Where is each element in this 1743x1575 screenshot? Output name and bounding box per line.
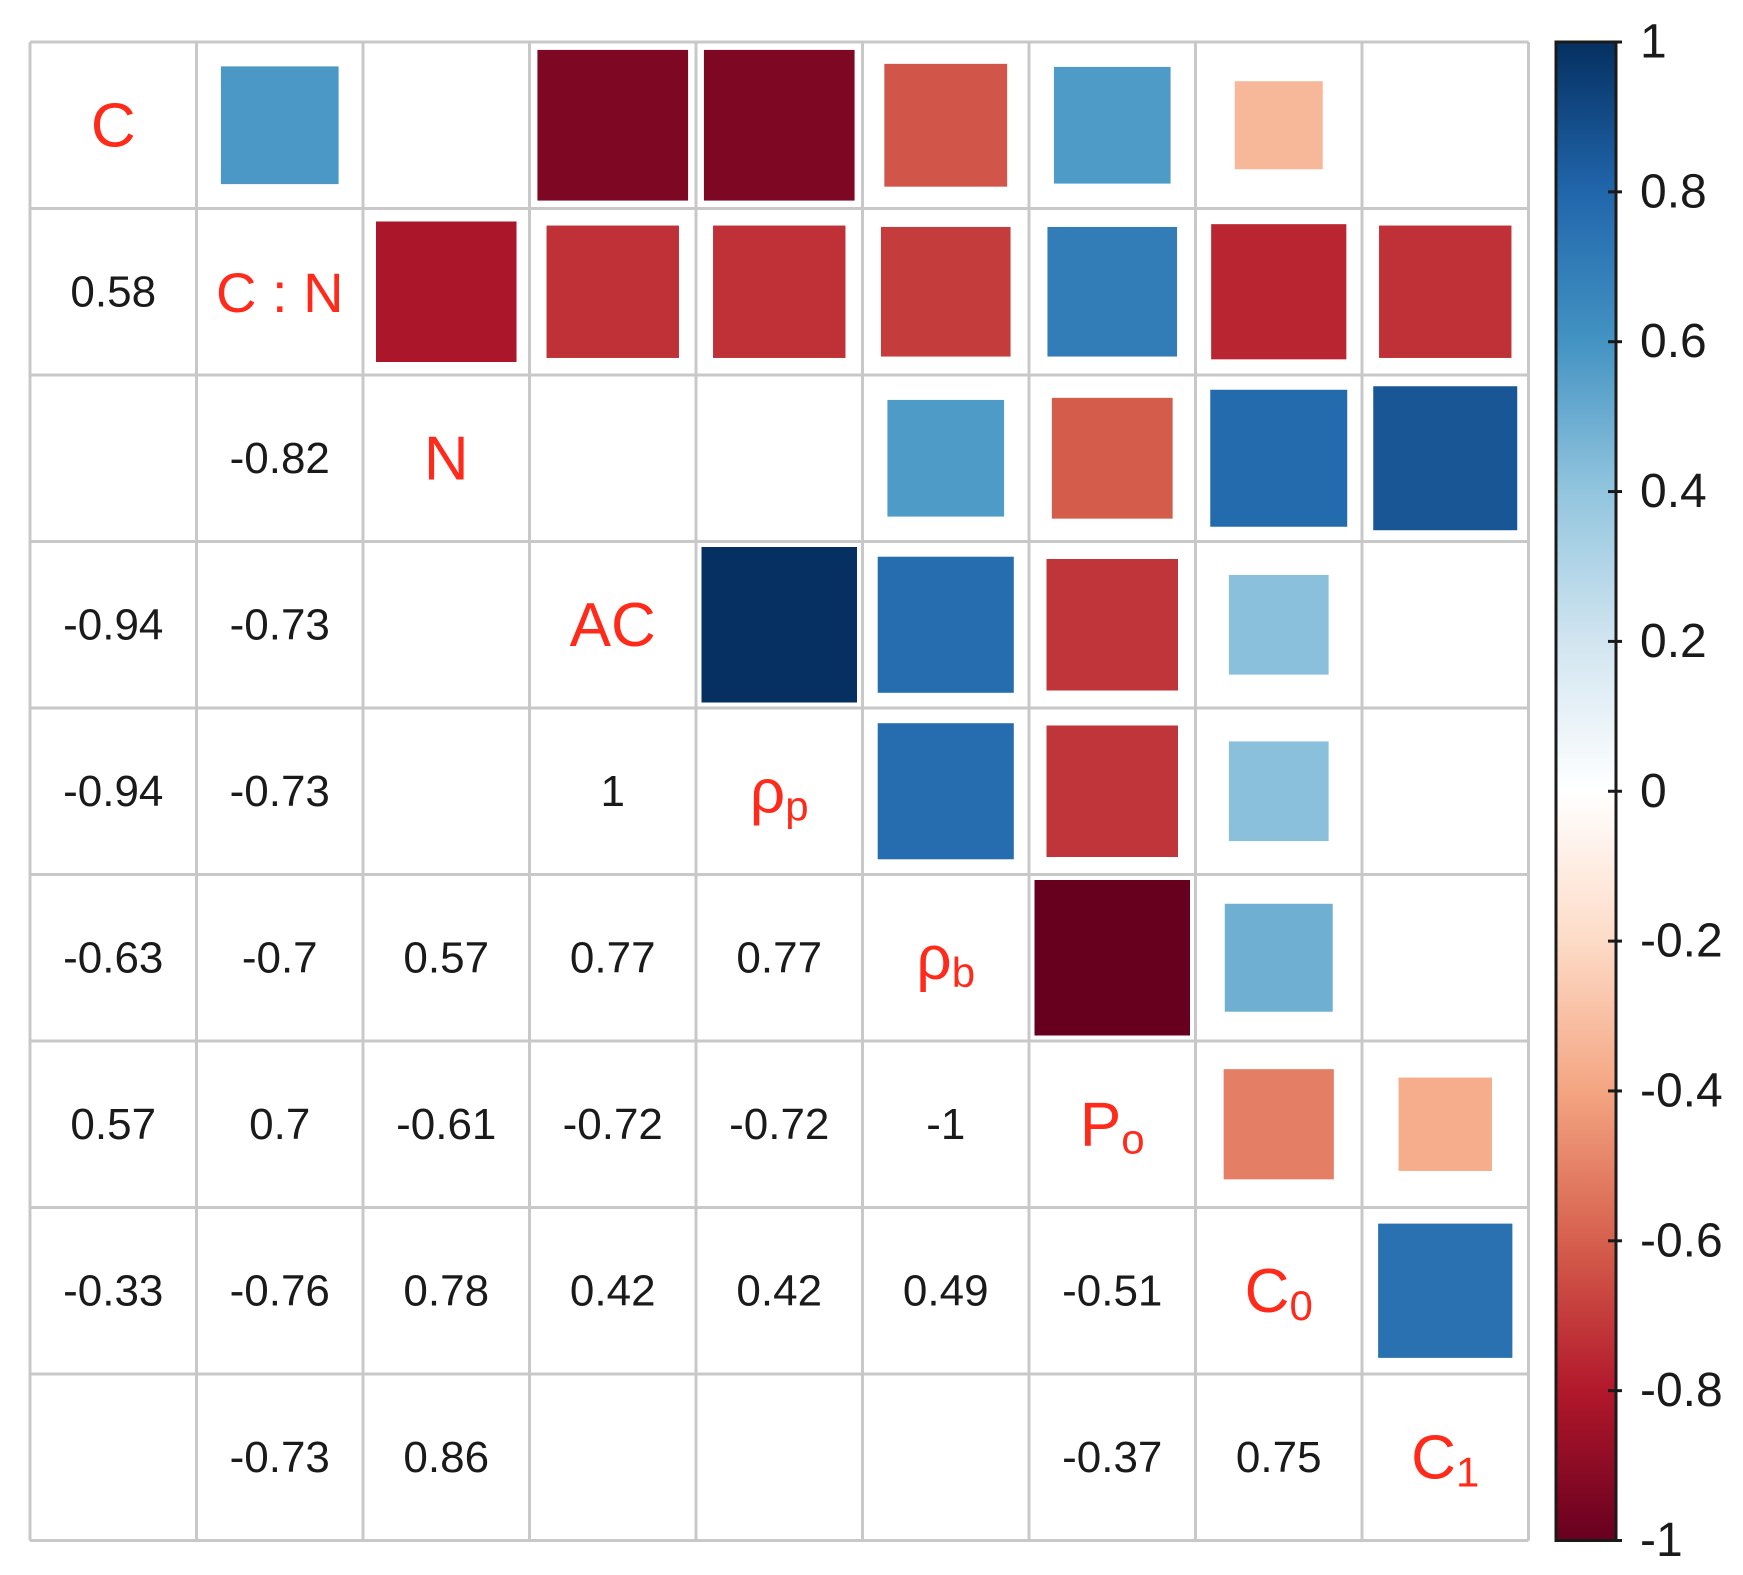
variable-label: C1 [1411, 1423, 1479, 1495]
correlation-value: 0.57 [70, 1100, 156, 1149]
variable-label: C : N [216, 260, 344, 323]
colorbar-tick-label: 0.4 [1640, 465, 1707, 518]
variable-label: ρb [916, 923, 975, 995]
correlation-square [1225, 738, 1332, 845]
colorbar-tick-label: -0.4 [1640, 1064, 1723, 1117]
correlation-square [1395, 1074, 1495, 1174]
correlation-square [1044, 223, 1181, 360]
correlation-value: -0.63 [63, 933, 163, 982]
variable-label-main: C [91, 91, 136, 160]
correlation-value: -0.76 [230, 1266, 330, 1315]
correlation-square [877, 223, 1014, 360]
variable-label-main: C [1245, 1256, 1290, 1325]
correlation-square [1231, 78, 1326, 173]
correlation-square [1221, 900, 1336, 1015]
variable-label-subscript: 0 [1289, 1281, 1312, 1328]
colorbar-tick-label: -0.8 [1640, 1364, 1723, 1417]
correlation-value: -0.94 [63, 767, 163, 816]
variable-label-main: C : N [216, 260, 344, 323]
correlation-square [1208, 221, 1350, 363]
variable-label: Po [1080, 1090, 1145, 1162]
correlation-value: 0.57 [403, 933, 489, 982]
colorbar: 1 0.8 0.6 0.4 0.2 0 -0.2 -0.4 -0.6 -0.8 -1 [1554, 16, 1723, 1567]
correlation-value: 0.42 [736, 1266, 822, 1315]
variable-label-subscript: p [785, 782, 808, 829]
correlation-value: 1 [601, 767, 625, 816]
correlation-square [874, 720, 1017, 863]
correlation-square [372, 218, 520, 366]
correlation-square [710, 222, 849, 361]
correlation-value: 0.49 [903, 1266, 989, 1315]
correlation-square [1376, 222, 1515, 361]
colorbar-tick-label: 0.6 [1640, 315, 1707, 368]
correlation-square [534, 46, 692, 204]
variable-label: C [91, 91, 136, 160]
correlation-square [217, 63, 342, 188]
matrix-cells: C 0.58 C : N -0.82 N -0.94 -0.73 AC -0.94 -0.73 1 ρ… [63, 46, 1521, 1495]
correlation-value: -1 [926, 1100, 965, 1149]
correlation-value: 0.77 [736, 933, 822, 982]
correlation-square [543, 222, 682, 361]
variable-label: AC [570, 590, 656, 659]
variable-label-main: P [1080, 1090, 1121, 1159]
correlation-value: -0.73 [230, 767, 330, 816]
correlation-square [1048, 394, 1176, 522]
correlation-value: -0.61 [396, 1100, 496, 1149]
colorbar-tick-label: -0.2 [1640, 915, 1723, 968]
variable-label-main: ρ [750, 757, 785, 826]
colorbar-tick-label: 0 [1640, 765, 1667, 818]
correlation-square [1207, 386, 1351, 530]
correlation-value: 0.86 [403, 1433, 489, 1482]
correlation-value: -0.73 [230, 1433, 330, 1482]
variable-label-main: ρ [916, 923, 951, 992]
correlation-square [1375, 1220, 1516, 1361]
correlation-value: -0.33 [63, 1266, 163, 1315]
correlation-square [874, 553, 1017, 696]
variable-label: C0 [1245, 1256, 1313, 1328]
correlation-square [700, 46, 858, 204]
correlation-square [1225, 571, 1332, 678]
colorbar-gradient-bar [1554, 40, 1618, 1542]
correlation-value: 0.58 [70, 267, 156, 316]
correlation-value: 0.75 [1236, 1433, 1322, 1482]
correlation-square [1220, 1066, 1337, 1183]
correlation-square [881, 60, 1011, 190]
correlation-square [1050, 63, 1174, 187]
correlation-value: -0.72 [729, 1100, 829, 1149]
matrix-grid [28, 40, 1530, 1542]
correlation-value: -0.37 [1062, 1433, 1162, 1482]
correlation-value: -0.73 [230, 600, 330, 649]
correlation-square [1031, 877, 1193, 1039]
variable-label-main: N [424, 424, 469, 493]
correlation-value: 0.77 [570, 933, 656, 982]
variable-label: ρp [750, 757, 809, 829]
correlation-square [1043, 722, 1181, 860]
correlation-square [884, 396, 1008, 520]
correlation-value: -0.82 [230, 434, 330, 483]
correlation-square [1370, 383, 1521, 534]
correlation-square [698, 544, 860, 706]
correlation-value: 0.78 [403, 1266, 489, 1315]
colorbar-tick-label: 0.2 [1640, 615, 1707, 668]
colorbar-tick-label: -1 [1640, 1514, 1683, 1567]
correlation-square [1043, 556, 1181, 694]
colorbar-tick-label: 0.8 [1640, 165, 1707, 218]
variable-label-subscript: o [1121, 1115, 1144, 1162]
variable-label-main: AC [570, 590, 656, 659]
correlation-value: 0.42 [570, 1266, 656, 1315]
variable-label-subscript: b [952, 948, 975, 995]
correlation-value: -0.7 [242, 933, 318, 982]
correlation-value: -0.94 [63, 600, 163, 649]
variable-label-main: C [1411, 1423, 1456, 1492]
correlation-value: -0.51 [1062, 1266, 1162, 1315]
colorbar-tick-label: -0.6 [1640, 1214, 1723, 1267]
colorbar-tick-label: 1 [1640, 16, 1667, 69]
correlation-value: 0.7 [249, 1100, 310, 1149]
variable-label: N [424, 424, 469, 493]
correlation-value: -0.72 [563, 1100, 663, 1149]
variable-label-subscript: 1 [1456, 1448, 1479, 1495]
